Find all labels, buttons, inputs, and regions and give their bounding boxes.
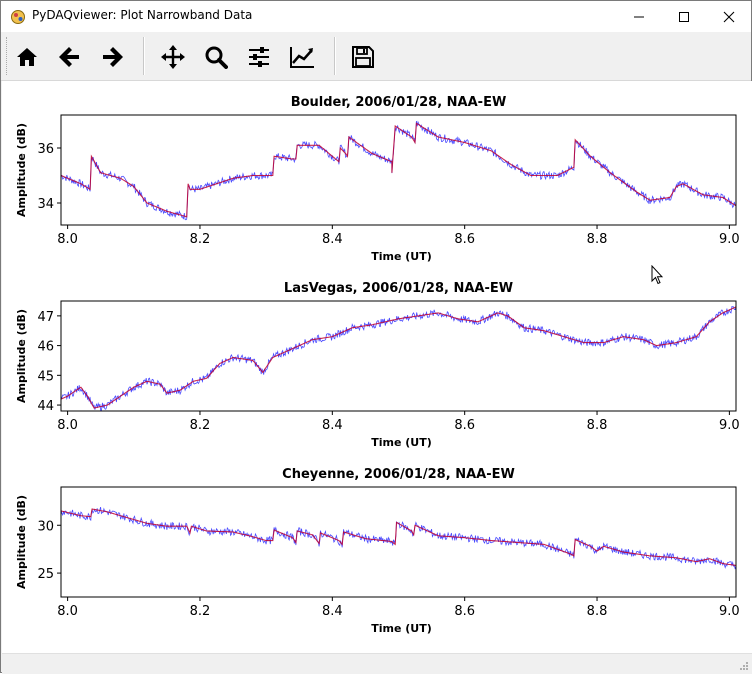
pan-button[interactable]	[156, 40, 190, 74]
x-tick-label: 8.8	[587, 418, 608, 433]
x-axis-label: Time (UT)	[371, 436, 432, 449]
back-button[interactable]	[53, 40, 87, 74]
maximize-button[interactable]	[661, 1, 706, 32]
window-title: PyDAQviewer: Plot Narrowband Data	[32, 8, 253, 22]
app-icon	[11, 10, 25, 24]
x-tick-label: 8.2	[190, 418, 211, 433]
save-button[interactable]	[346, 40, 380, 74]
forward-button[interactable]	[95, 40, 129, 74]
x-tick-label: 8.4	[322, 232, 343, 247]
pan-icon	[161, 45, 185, 69]
save-icon	[352, 46, 374, 68]
raw-data-line	[61, 305, 736, 411]
title-bar[interactable]: PyDAQviewer: Plot Narrowband Data	[1, 1, 751, 32]
x-tick-label: 9.0	[719, 232, 740, 247]
x-tick-label: 8.8	[587, 604, 608, 619]
y-tick-label: 34	[37, 197, 54, 212]
y-tick-label: 30	[37, 519, 54, 534]
subplot-1[interactable]: Boulder, 2006/01/28, NAA-EW 8.0 8.2 8.4 8.6 8…	[15, 95, 740, 263]
x-tick-label: 9.0	[719, 418, 740, 433]
x-tick-label: 8.8	[587, 232, 608, 247]
x-axis-label: Time (UT)	[371, 622, 432, 635]
y-axis-label: Amplitude (dB)	[15, 123, 28, 217]
subplot-2[interactable]: LasVegas, 2006/01/28, NAA-EW 8.0 8.2 8.4 8.6…	[15, 281, 740, 449]
x-tick-label: 9.0	[719, 604, 740, 619]
minimize-button[interactable]	[616, 1, 661, 32]
x-tick-label: 8.6	[454, 418, 475, 433]
x-tick-label: 8.0	[57, 418, 78, 433]
raw-data-line	[61, 506, 736, 570]
x-tick-label: 8.2	[190, 232, 211, 247]
plot-title: LasVegas, 2006/01/28, NAA-EW	[284, 281, 513, 296]
y-tick-label: 47	[37, 310, 54, 325]
y-axis-label: Amplitude (dB)	[15, 309, 28, 403]
configure-subplots-icon	[249, 47, 269, 67]
back-icon	[59, 47, 79, 67]
x-tick-label: 8.4	[322, 418, 343, 433]
y-tick-label: 25	[37, 567, 54, 582]
close-button[interactable]	[706, 1, 751, 32]
maximize-icon	[678, 11, 689, 22]
minimize-icon	[633, 16, 644, 17]
resize-grip-icon[interactable]	[739, 661, 749, 671]
plot-frame	[60, 300, 737, 412]
configure-subplots-button[interactable]	[242, 40, 276, 74]
status-bar	[2, 653, 752, 674]
figure-canvas[interactable]: Boulder, 2006/01/28, NAA-EW 8.0 8.2 8.4 8.6 8…	[2, 81, 752, 653]
edit-axis-icon	[290, 47, 314, 68]
subplot-3[interactable]: Cheyenne, 2006/01/28, NAA-EW 8.0 8.2 8.4 8.6…	[15, 467, 740, 635]
home-icon	[17, 48, 37, 66]
x-tick-label: 8.4	[322, 604, 343, 619]
y-axis-label: Amplitude (dB)	[15, 495, 28, 589]
edit-axis-button[interactable]	[285, 40, 319, 74]
filtered-data-line	[61, 508, 736, 566]
filtered-data-line	[61, 306, 736, 409]
toolbar-separator	[334, 37, 336, 75]
raw-data-line	[61, 120, 736, 221]
home-button[interactable]	[10, 40, 44, 74]
plot-frame	[60, 486, 737, 598]
y-tick-label: 46	[37, 340, 54, 355]
x-axis-label: Time (UT)	[371, 250, 432, 263]
x-tick-label: 8.6	[454, 232, 475, 247]
filtered-data-line	[61, 122, 736, 218]
x-tick-label: 8.2	[190, 604, 211, 619]
y-tick-label: 44	[37, 399, 54, 414]
x-tick-label: 8.6	[454, 604, 475, 619]
y-tick-label: 45	[37, 369, 54, 384]
y-tick-label: 36	[37, 142, 54, 157]
plots-svg[interactable]: Boulder, 2006/01/28, NAA-EW 8.0 8.2 8.4 8.6 8…	[2, 81, 752, 653]
close-icon	[723, 11, 734, 22]
plot-title: Boulder, 2006/01/28, NAA-EW	[291, 95, 507, 110]
navigation-toolbar	[1, 32, 751, 81]
forward-icon	[103, 47, 123, 67]
toolbar-grip[interactable]	[6, 37, 10, 75]
zoom-icon	[205, 46, 228, 69]
x-tick-label: 8.0	[57, 604, 78, 619]
plot-frame	[60, 114, 737, 226]
x-tick-label: 8.0	[57, 232, 78, 247]
plot-title: Cheyenne, 2006/01/28, NAA-EW	[282, 467, 515, 482]
zoom-button[interactable]	[199, 40, 233, 74]
mouse-cursor-icon	[651, 265, 663, 285]
toolbar-separator	[143, 37, 145, 75]
